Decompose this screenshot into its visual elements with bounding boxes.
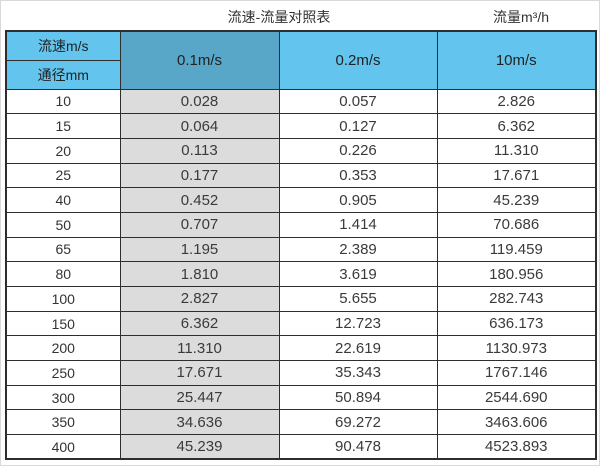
flow-value-cell: 69.272 xyxy=(278,409,438,436)
flow-value-cell: 1.195 xyxy=(119,236,280,263)
table-row: 25 0.177 0.353 17.671 xyxy=(5,162,597,189)
diameter-cell: 150 xyxy=(5,310,121,337)
flow-value-cell: 119.459 xyxy=(436,236,597,263)
flow-value-cell: 2.389 xyxy=(278,236,438,263)
flow-value-cell: 45.239 xyxy=(119,434,280,460)
flow-value-cell: 3.619 xyxy=(278,261,438,287)
diameter-cell: 400 xyxy=(5,434,121,460)
flow-value-cell: 0.113 xyxy=(119,137,280,164)
diameter-cell: 350 xyxy=(5,409,121,436)
diameter-cell: 50 xyxy=(5,211,121,238)
table-row: 65 1.195 2.389 119.459 xyxy=(5,236,597,263)
table-row: 250 17.671 35.343 1767.146 xyxy=(5,360,597,386)
flow-value-cell: 1.810 xyxy=(119,261,280,287)
flow-unit-label: 流量m³/h xyxy=(493,9,549,25)
flow-value-cell: 0.057 xyxy=(278,88,438,115)
table-row: 200 11.310 22.619 1130.973 xyxy=(5,335,597,362)
flow-value-cell: 12.723 xyxy=(278,310,438,337)
flow-value-cell: 2.827 xyxy=(119,286,280,312)
flow-value-cell: 3463.606 xyxy=(436,409,597,436)
column-header-0p2ms: 0.2m/s xyxy=(278,30,438,90)
flow-value-cell: 0.226 xyxy=(278,137,438,164)
table-row: 50 0.707 1.414 70.686 xyxy=(5,211,597,238)
diameter-cell: 15 xyxy=(5,113,121,139)
flow-value-cell: 1130.973 xyxy=(436,335,597,362)
flow-value-cell: 0.452 xyxy=(119,187,280,213)
diameter-cell: 25 xyxy=(5,162,121,189)
table-row: 400 45.239 90.478 4523.893 xyxy=(5,434,597,460)
table-row: 150 6.362 12.723 636.173 xyxy=(5,310,597,337)
corner-velocity-label: 流速m/s xyxy=(5,30,121,61)
flow-rate-table: 流速m/s 0.1m/s 0.2m/s 10m/s 通径mm 10 0.028 0.… xyxy=(5,30,597,461)
table-row: 100 2.827 5.655 282.743 xyxy=(5,286,597,312)
header-row-velocity: 流速m/s 0.1m/s 0.2m/s 10m/s xyxy=(5,30,597,90)
flow-value-cell: 2.826 xyxy=(436,88,597,115)
table-row: 10 0.028 0.057 2.826 xyxy=(5,88,597,115)
flow-value-cell: 1.414 xyxy=(278,211,438,238)
table-row: 15 0.064 0.127 6.362 xyxy=(5,113,597,139)
diameter-cell: 65 xyxy=(5,236,121,263)
flow-value-cell: 17.671 xyxy=(119,360,280,386)
diameter-cell: 200 xyxy=(5,335,121,362)
column-header-0p1ms: 0.1m/s xyxy=(119,30,280,90)
diameter-cell: 80 xyxy=(5,261,121,287)
flow-value-cell: 35.343 xyxy=(278,360,438,386)
flow-value-cell: 25.447 xyxy=(119,384,280,411)
flow-value-cell: 11.310 xyxy=(436,137,597,164)
diameter-cell: 300 xyxy=(5,384,121,411)
flow-value-cell: 0.127 xyxy=(278,113,438,139)
corner-diameter-label: 通径mm xyxy=(5,59,121,90)
flow-value-cell: 17.671 xyxy=(436,162,597,189)
diameter-cell: 40 xyxy=(5,187,121,213)
flow-value-cell: 0.064 xyxy=(119,113,280,139)
page-title: 流速-流量对照表 xyxy=(227,9,331,25)
flow-value-cell: 180.956 xyxy=(436,261,597,287)
flow-value-cell: 90.478 xyxy=(278,434,438,460)
flow-value-cell: 4523.893 xyxy=(436,434,597,460)
flow-value-cell: 1767.146 xyxy=(436,360,597,386)
table-row: 300 25.447 50.894 2544.690 xyxy=(5,384,597,411)
flow-value-cell: 5.655 xyxy=(278,286,438,312)
table-header: 流速m/s 0.1m/s 0.2m/s 10m/s 通径mm xyxy=(5,30,597,90)
flow-value-cell: 45.239 xyxy=(436,187,597,213)
table-row: 80 1.810 3.619 180.956 xyxy=(5,261,597,287)
column-header-10ms: 10m/s xyxy=(436,30,597,90)
table-captions: 流速-流量对照表 流量m³/h xyxy=(1,1,599,30)
flow-value-cell: 282.743 xyxy=(436,286,597,312)
table-row: 350 34.636 69.272 3463.606 xyxy=(5,409,597,436)
flow-value-cell: 22.619 xyxy=(278,335,438,362)
flow-value-cell: 0.028 xyxy=(119,88,280,115)
flow-value-cell: 636.173 xyxy=(436,310,597,337)
flow-value-cell: 34.636 xyxy=(119,409,280,436)
diameter-cell: 250 xyxy=(5,360,121,386)
flow-value-cell: 70.686 xyxy=(436,211,597,238)
flow-value-cell: 0.177 xyxy=(119,162,280,189)
flow-value-cell: 0.707 xyxy=(119,211,280,238)
flow-value-cell: 2544.690 xyxy=(436,384,597,411)
table-row: 40 0.452 0.905 45.239 xyxy=(5,187,597,213)
header-row-diameter: 通径mm xyxy=(5,59,596,90)
flow-value-cell: 0.353 xyxy=(278,162,438,189)
table-body: 10 0.028 0.057 2.826 15 0.064 0.127 6.362 20 0.11… xyxy=(5,88,597,460)
diameter-cell: 20 xyxy=(5,137,121,164)
flow-value-cell: 50.894 xyxy=(278,384,438,411)
diameter-cell: 10 xyxy=(5,88,121,115)
flow-value-cell: 6.362 xyxy=(436,113,597,139)
flow-value-cell: 6.362 xyxy=(119,310,280,337)
diameter-cell: 100 xyxy=(5,286,121,312)
flow-value-cell: 11.310 xyxy=(119,335,280,362)
table-row: 20 0.113 0.226 11.310 xyxy=(5,137,597,164)
flow-value-cell: 0.905 xyxy=(278,187,438,213)
